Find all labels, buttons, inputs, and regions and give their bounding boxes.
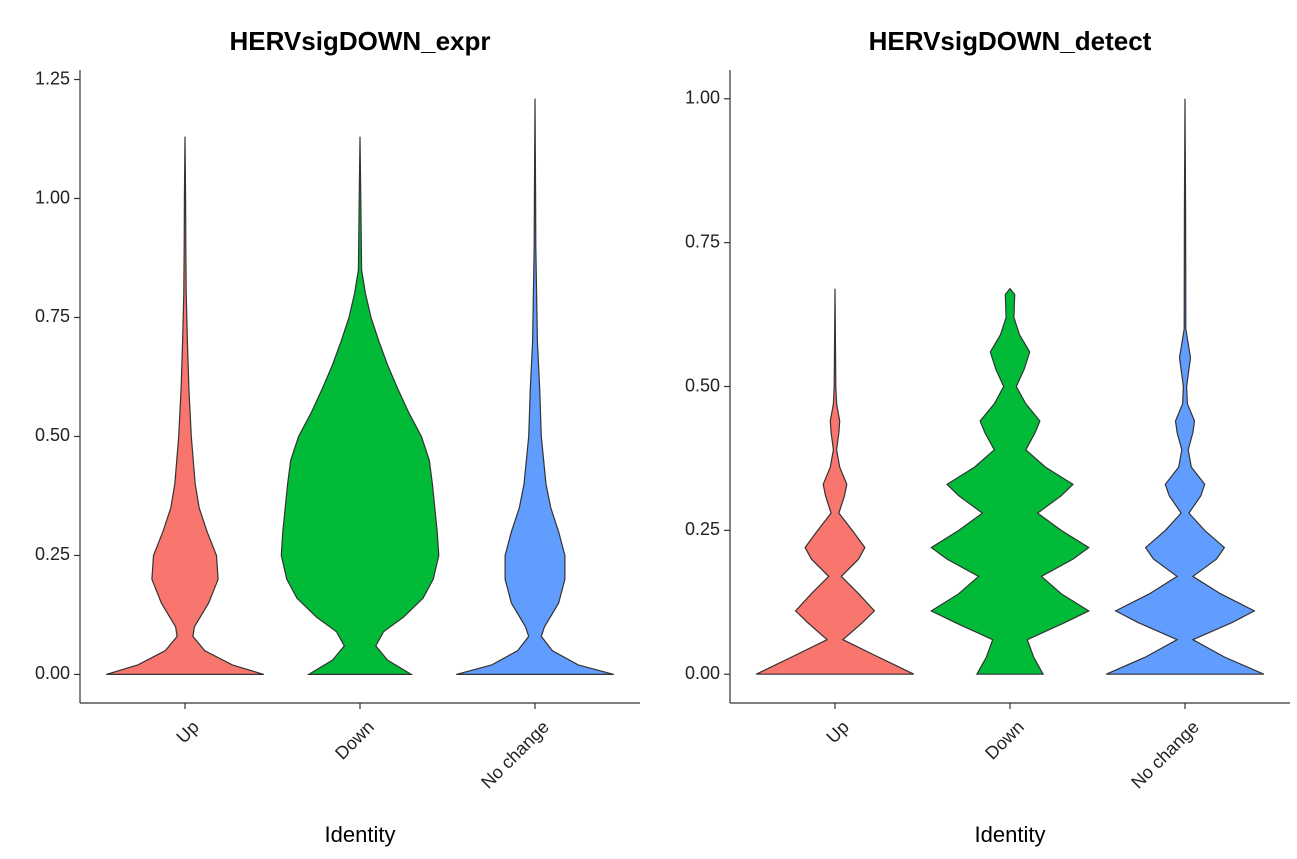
chart-title: HERVsigDOWN_expr [229, 26, 490, 56]
y-tick-label: 0.25 [685, 519, 720, 539]
violin [280, 136, 440, 675]
x-tick-label: No change [477, 717, 553, 793]
y-tick-label: 0.50 [35, 425, 70, 445]
y-tick-label: 0.75 [685, 231, 720, 251]
y-tick-label: 1.00 [685, 88, 720, 108]
x-tick-label: No change [1127, 717, 1203, 793]
violin [930, 287, 1091, 675]
y-tick-label: 1.25 [35, 68, 70, 88]
violin [756, 288, 915, 675]
y-tick-label: 1.00 [35, 187, 70, 207]
y-tick-label: 0.25 [35, 544, 70, 564]
y-tick-label: 0.00 [685, 663, 720, 683]
violin [456, 98, 614, 675]
y-tick-label: 0.75 [35, 306, 70, 326]
x-tick-label: Up [822, 717, 852, 747]
y-tick-label: 0.00 [35, 663, 70, 683]
violin [106, 136, 264, 675]
chart-title: HERVsigDOWN_detect [869, 26, 1152, 56]
x-axis-title: Identity [325, 822, 396, 847]
x-tick-label: Up [172, 717, 202, 747]
x-axis-title: Identity [975, 822, 1046, 847]
x-tick-label: Down [331, 717, 378, 764]
violin [1106, 98, 1265, 675]
y-tick-label: 0.50 [685, 375, 720, 395]
x-tick-label: Down [981, 717, 1028, 764]
